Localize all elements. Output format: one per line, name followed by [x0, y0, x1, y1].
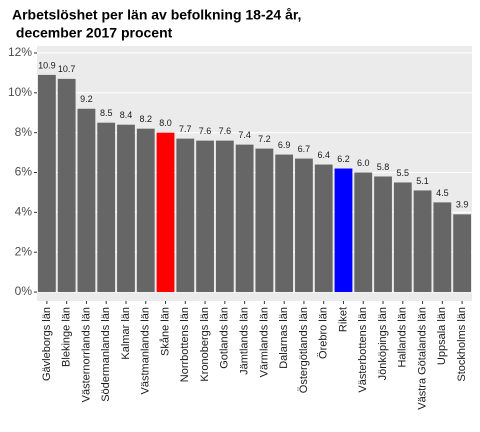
x-tick-label: Östergötlands län	[298, 307, 310, 393]
bar	[393, 182, 412, 293]
value-label: 7.4	[238, 130, 251, 140]
value-label: 6.0	[357, 158, 370, 168]
x-tick-label: Västerbottens län	[357, 307, 369, 393]
value-label: 8.0	[159, 118, 172, 128]
bar	[215, 140, 234, 293]
x-tick-label: Västra Götalands län	[416, 307, 428, 410]
value-label: 6.4	[317, 150, 330, 160]
bar	[176, 138, 195, 293]
bar	[57, 78, 76, 293]
bar	[255, 148, 274, 293]
x-tick-label: Jönköpings län	[377, 307, 389, 380]
value-label: 7.6	[219, 126, 232, 136]
value-label: 6.9	[278, 140, 291, 150]
chart-title: Arbetslöshet per län av befolkning 18-24…	[12, 7, 301, 23]
value-label: 3.9	[456, 200, 469, 210]
value-label: 8.5	[100, 108, 113, 118]
value-label: 7.7	[179, 124, 192, 134]
x-tick-label: Blekinge län	[61, 307, 73, 367]
y-tick-label: 8%	[15, 125, 33, 139]
x-tick-label: Södermanlands län	[100, 307, 112, 402]
x-tick-label: Örebro län	[318, 307, 330, 359]
value-label: 5.8	[377, 162, 390, 172]
value-label: 7.6	[199, 126, 212, 136]
value-label: 7.2	[258, 134, 271, 144]
x-tick-label: Dalarnas län	[278, 307, 290, 369]
x-tick-label: Gävleborgs län	[41, 307, 53, 381]
y-tick-label: 10%	[8, 85, 32, 99]
value-label: 5.1	[416, 176, 429, 186]
bar	[117, 124, 135, 293]
bar	[453, 214, 472, 293]
value-label: 4.5	[436, 188, 449, 198]
value-label: 5.5	[397, 168, 410, 178]
bar	[275, 154, 294, 293]
bar	[314, 164, 333, 293]
bar	[136, 128, 155, 293]
bar	[374, 176, 392, 293]
x-tick-label: Värmlands län	[258, 307, 270, 377]
bar	[37, 74, 56, 293]
bar	[354, 172, 373, 293]
bar	[235, 144, 254, 293]
x-tick-label: Kronobergs län	[199, 307, 211, 382]
value-label: 9.2	[80, 94, 93, 104]
x-tick-label: Hallands län	[397, 307, 409, 368]
y-tick-label: 6%	[15, 165, 33, 179]
bar	[334, 168, 353, 293]
value-label: 8.2	[139, 114, 152, 124]
value-label: 10.7	[58, 64, 76, 74]
x-tick-label: Skåne län	[159, 307, 171, 356]
x-tick-label: Västernorrlands län	[80, 307, 92, 402]
chart-title: december 2017 procent	[12, 25, 173, 41]
value-label: 8.4	[120, 110, 133, 120]
bar	[413, 190, 432, 293]
x-tick-label: Kalmar län	[120, 307, 132, 360]
x-tick-label: Riket	[337, 307, 349, 332]
bar	[196, 140, 214, 293]
x-tick-label: Stockholms län	[456, 307, 468, 382]
bar	[433, 202, 452, 293]
bar	[77, 108, 96, 293]
bar	[156, 132, 175, 293]
x-tick-label: Västmanlands län	[140, 307, 152, 394]
x-tick-label: Jämtlands län	[239, 307, 251, 375]
y-tick-label: 12%	[8, 45, 32, 59]
value-label: 6.7	[298, 144, 311, 154]
y-tick-label: 0%	[15, 284, 33, 298]
bar	[295, 158, 313, 293]
value-label: 6.2	[337, 154, 350, 164]
x-tick-label: Gotlands län	[219, 307, 231, 369]
bar	[97, 122, 116, 293]
value-label: 10.9	[38, 60, 56, 70]
x-tick-label: Uppsala län	[436, 307, 448, 365]
y-tick-label: 4%	[15, 205, 33, 219]
x-tick-label: Norrbottens län	[179, 307, 191, 382]
y-tick-label: 2%	[15, 244, 33, 258]
